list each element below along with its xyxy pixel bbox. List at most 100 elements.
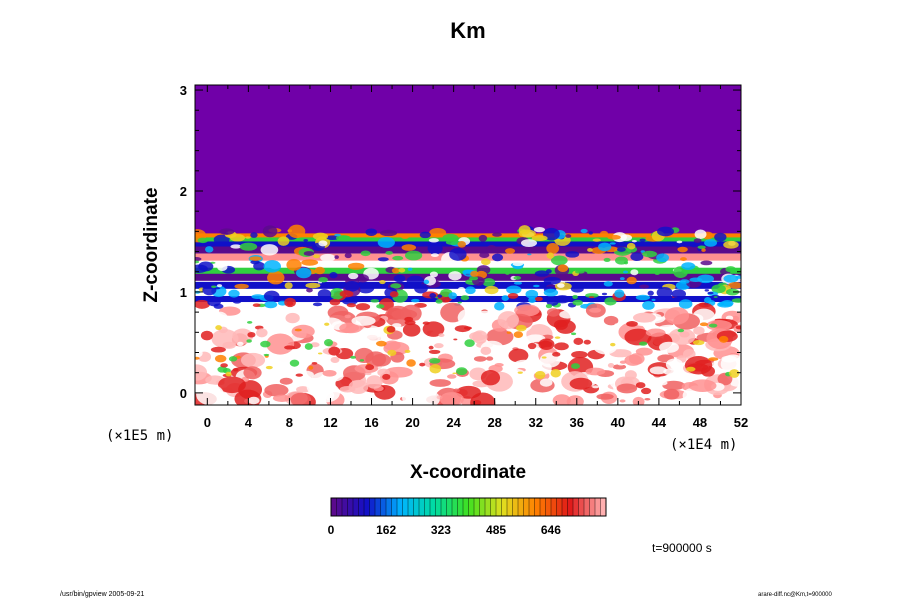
transition-blob-82 <box>704 297 712 304</box>
layer-blob-208 <box>250 232 258 238</box>
core-blob-27 <box>289 359 300 367</box>
colorbar-label-3: 485 <box>486 523 506 537</box>
colorbar-cell-4 <box>353 498 359 516</box>
colorbar-cell-21 <box>446 498 453 516</box>
transition-blob-55 <box>263 290 280 302</box>
layer-stripe-7 <box>195 273 741 281</box>
layer-blob-151 <box>249 256 262 261</box>
layer-blob-219 <box>217 263 228 271</box>
x-tick-label-9: 36 <box>570 415 584 430</box>
layer-blob-239 <box>195 264 208 274</box>
mixed-blob-68 <box>195 348 203 359</box>
mixed-blob-356 <box>706 320 732 331</box>
colorbar-cell-7 <box>369 498 376 516</box>
colorbar-cell-18 <box>430 498 436 516</box>
mixed-blob-240 <box>473 356 487 362</box>
layer-blob-164 <box>557 283 565 288</box>
layer-blob-163 <box>339 235 350 242</box>
upper-fill-region <box>195 85 741 237</box>
core-blob-55 <box>452 372 457 375</box>
layer-blob-105 <box>205 246 214 253</box>
layer-blob-225 <box>344 281 360 292</box>
layer-blob-233 <box>414 283 428 294</box>
layer-stripe-10 <box>195 295 741 304</box>
mixed-blob-172 <box>554 342 569 351</box>
layer-blob-29 <box>484 285 499 295</box>
mixed-blob-106 <box>433 343 444 349</box>
colorbar-cell-41 <box>556 498 563 516</box>
mixed-blob-332 <box>497 311 519 329</box>
colorbar-cell-14 <box>408 498 414 516</box>
mixed-blob-363 <box>196 384 225 405</box>
core-blob-28 <box>516 324 527 332</box>
layer-blob-209 <box>657 226 675 237</box>
transition-blob-56 <box>284 297 296 308</box>
x-tick-label-8: 32 <box>529 415 543 430</box>
transition-blob-47 <box>601 292 608 296</box>
mixed-blob-280 <box>583 339 591 345</box>
mixed-blob-335 <box>218 376 246 394</box>
mixed-blob-34 <box>504 395 511 400</box>
transition-blob-16 <box>642 300 655 310</box>
core-blob-16 <box>232 368 239 372</box>
y-axis: 0 1 2 3 <box>180 83 741 401</box>
mixed-blob-248 <box>596 393 614 400</box>
layer-blob-16 <box>458 286 465 292</box>
transition-blob-77 <box>494 301 505 311</box>
transition-blob-31 <box>435 299 443 304</box>
layer-blob-7 <box>465 286 476 295</box>
layer-blob-196 <box>457 241 467 248</box>
transition-blob-32 <box>501 295 509 301</box>
core-blob-65 <box>350 355 356 359</box>
layer-blob-99 <box>623 261 629 265</box>
colorbar-cell-26 <box>474 498 480 516</box>
colorbar-cell-22 <box>452 498 458 516</box>
core-blob-38 <box>463 326 472 330</box>
layer-blob-168 <box>697 274 714 284</box>
core-blob-11 <box>692 339 705 346</box>
x-tick-label-6: 24 <box>446 415 461 430</box>
layer-blob-11 <box>405 250 423 261</box>
transition-blob-54 <box>707 291 714 295</box>
core-blob-7 <box>295 373 304 377</box>
layer-blob-75 <box>574 270 585 274</box>
layer-blob-253 <box>479 252 490 259</box>
mixed-blob-293 <box>592 336 618 355</box>
mixed-blob-184 <box>279 377 293 385</box>
mixed-blob-225 <box>247 396 260 405</box>
layer-blob-213 <box>623 270 629 274</box>
colorbar: 0 162 323 485 646 <box>328 497 607 537</box>
mixed-blob-352 <box>684 356 713 375</box>
layer-stripe-2 <box>195 241 741 249</box>
layer-blob-203 <box>390 283 402 289</box>
layer-blob-191 <box>557 264 569 272</box>
transition-blob-23 <box>635 294 651 301</box>
mixed-blob-304 <box>291 324 315 339</box>
layer-blob-54 <box>533 284 540 288</box>
core-blob-34 <box>265 365 273 370</box>
transition-blob-53 <box>444 299 450 303</box>
y-axis-label: Z-coordinate <box>141 187 162 302</box>
colorbar-cell-15 <box>413 498 420 516</box>
layer-blob-106 <box>286 258 302 271</box>
layer-blob-257 <box>723 240 739 249</box>
layer-blob-153 <box>379 279 386 285</box>
transition-blob-75 <box>389 291 399 298</box>
colorbar-cell-42 <box>562 498 568 516</box>
plot-frame <box>194 84 742 406</box>
layer-blob-246 <box>642 250 658 258</box>
layer-stripe-0 <box>195 233 741 241</box>
core-blob-66 <box>247 331 256 338</box>
mixed-blob-264 <box>614 323 623 327</box>
x-tick-label-10: 40 <box>611 415 625 430</box>
mixed-blob-376 <box>446 374 457 379</box>
layer-stripe-5 <box>195 261 741 269</box>
x-axis-label: X-coordinate <box>410 462 526 483</box>
mixed-blob-260 <box>683 349 696 360</box>
layer-blob-62 <box>213 234 230 245</box>
layer-blob-172 <box>697 245 706 250</box>
layer-blob-210 <box>195 260 200 264</box>
layer-blob-238 <box>533 226 546 233</box>
layer-blob-128 <box>301 259 319 266</box>
